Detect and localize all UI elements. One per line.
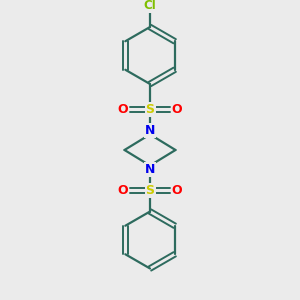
Text: N: N bbox=[145, 124, 155, 137]
Text: O: O bbox=[172, 184, 182, 197]
Text: O: O bbox=[118, 103, 128, 116]
Text: S: S bbox=[146, 103, 154, 116]
Text: O: O bbox=[118, 184, 128, 197]
Text: N: N bbox=[145, 163, 155, 176]
Text: Cl: Cl bbox=[144, 0, 156, 12]
Text: O: O bbox=[172, 103, 182, 116]
Text: S: S bbox=[146, 184, 154, 197]
